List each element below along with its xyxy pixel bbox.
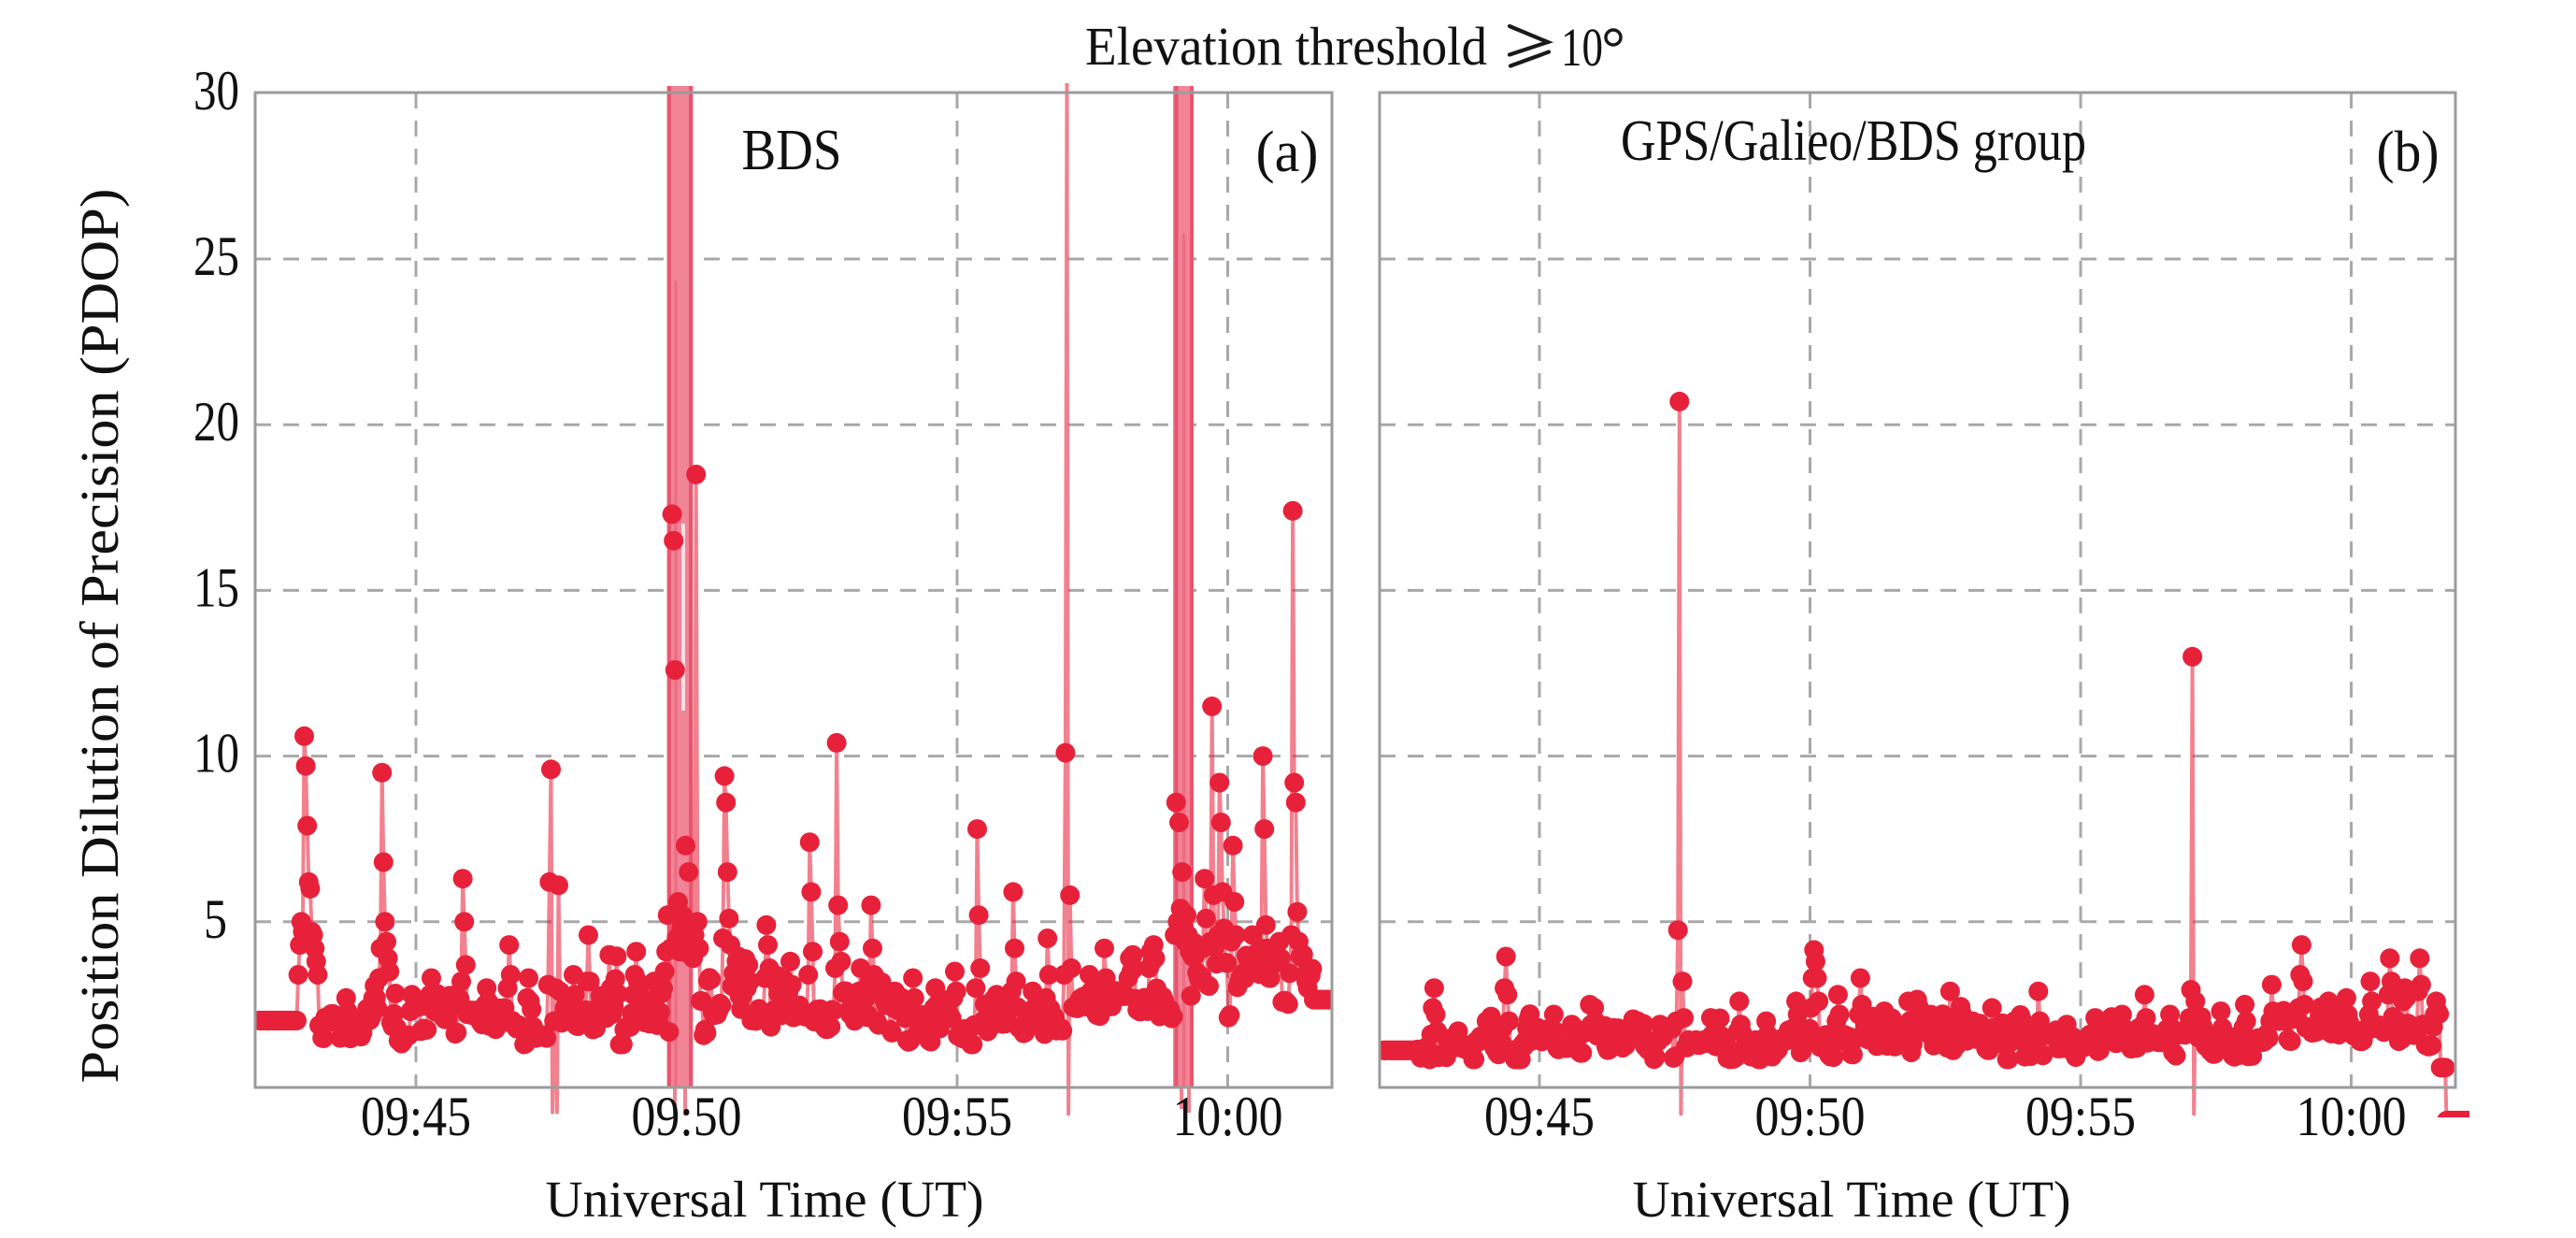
svg-text:(b): (b)	[2377, 121, 2440, 184]
svg-text:Elevation threshold: Elevation threshold	[1085, 16, 1487, 77]
svg-text:10:00: 10:00	[1173, 1086, 1283, 1147]
svg-text:10: 10	[193, 723, 239, 785]
svg-text:10:00: 10:00	[2297, 1086, 2407, 1147]
svg-text:09:45: 09:45	[361, 1086, 471, 1147]
svg-text:Position Dilution of Precision: Position Dilution of Precision (PDOP)	[69, 189, 130, 1084]
svg-text:20: 20	[193, 391, 239, 453]
svg-text:Universal Time (UT): Universal Time (UT)	[546, 1171, 984, 1228]
svg-text:(a): (a)	[1256, 121, 1319, 184]
svg-text:15: 15	[193, 556, 239, 618]
svg-text:GPS/Galieo/BDS group: GPS/Galieo/BDS group	[1621, 109, 2086, 173]
svg-text:Universal Time (UT): Universal Time (UT)	[1633, 1171, 2071, 1228]
svg-text:09:55: 09:55	[902, 1086, 1012, 1147]
svg-text:10: 10	[1561, 17, 1603, 78]
svg-text:09:45: 09:45	[1484, 1086, 1595, 1147]
svg-text:5: 5	[204, 888, 227, 950]
svg-text:09:50: 09:50	[1755, 1086, 1866, 1147]
svg-text:BDS: BDS	[742, 119, 842, 182]
svg-text:09:55: 09:55	[2025, 1086, 2136, 1147]
svg-text:25: 25	[193, 225, 239, 287]
svg-text:30: 30	[193, 60, 239, 122]
svg-text:09:50: 09:50	[632, 1086, 742, 1147]
